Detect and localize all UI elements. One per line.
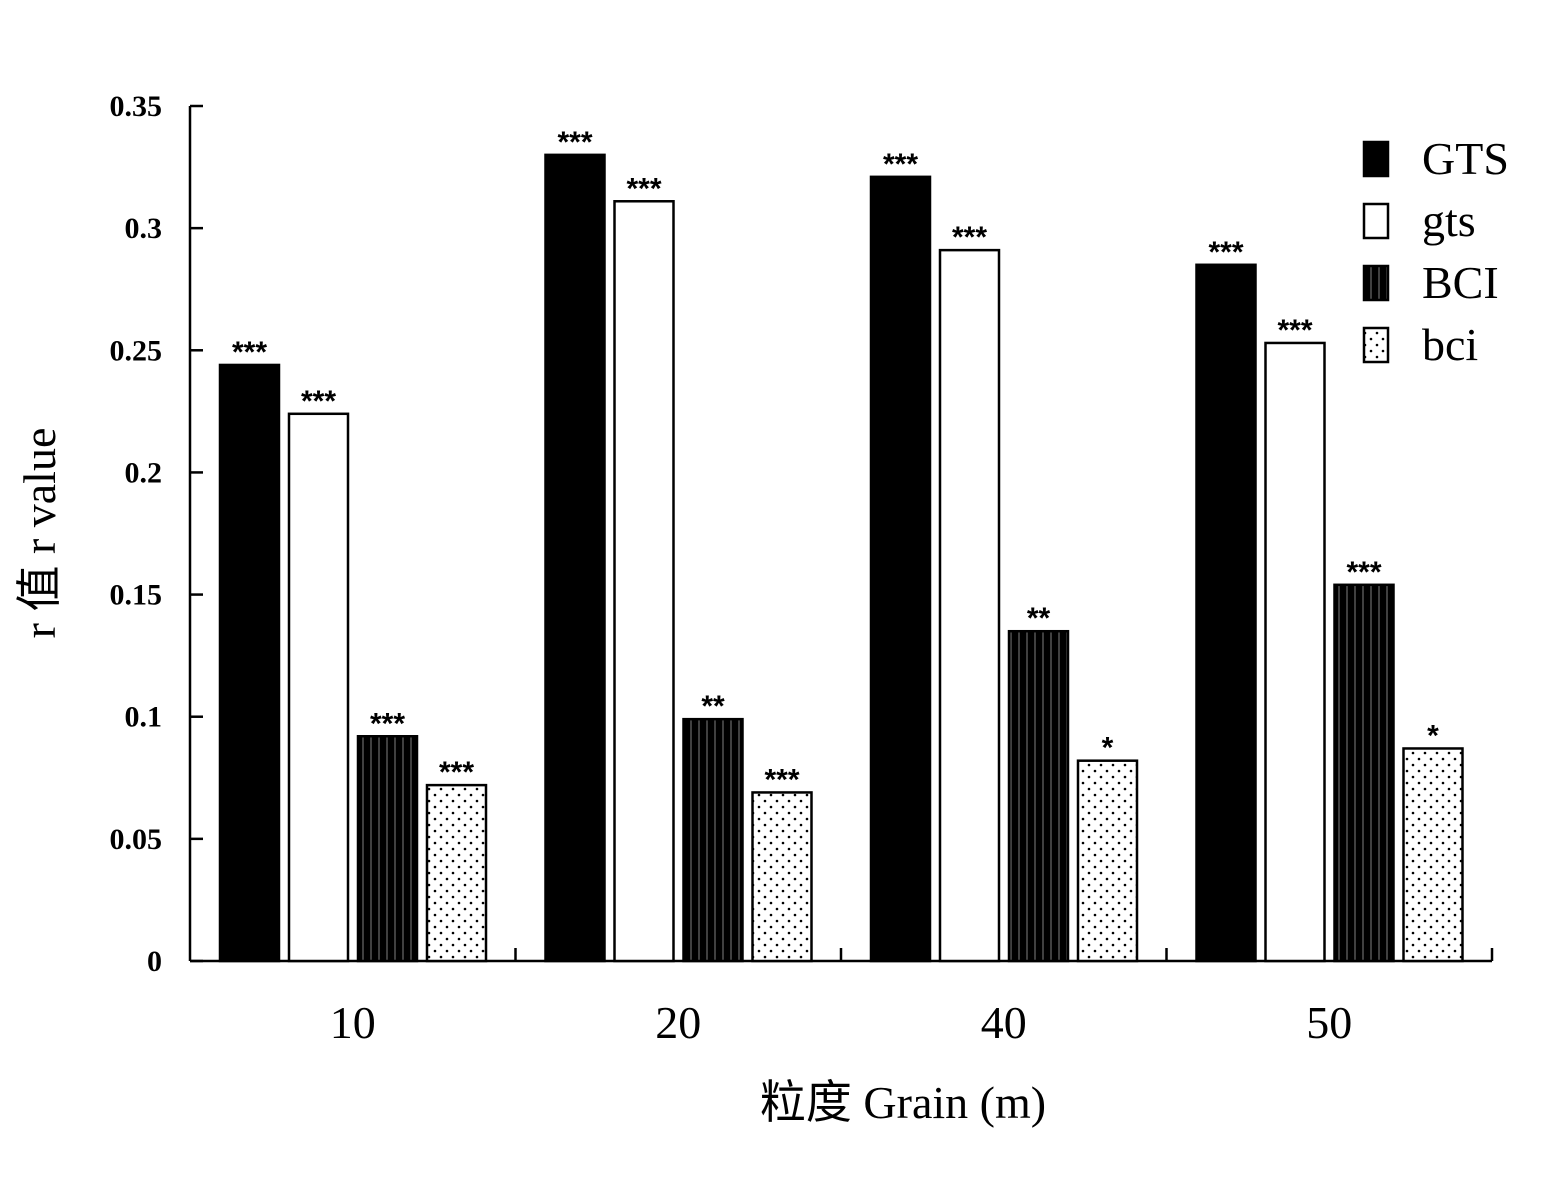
significance-label: *** (301, 385, 336, 418)
bar-gts-50 (1264, 341, 1326, 963)
x-tick-label: 20 (655, 997, 701, 1048)
significance-label: ** (1027, 602, 1051, 635)
legend-label-gts: gts (1422, 195, 1476, 246)
significance-label: *** (626, 172, 661, 205)
bar-gts-40 (869, 175, 932, 963)
y-axis: 0 0.05 0.1 0.15 0.2 0.25 0.3 0.35 (110, 90, 203, 978)
significance-label: *** (439, 756, 474, 789)
bar-bci-50 (1402, 747, 1464, 963)
bars: ************************************* ***… (218, 126, 1464, 963)
significance-label: *** (1208, 236, 1243, 269)
y-tick-label: 0.15 (110, 579, 163, 612)
y-tick-label: 0.1 (125, 701, 163, 734)
bar-gts-10 (218, 363, 281, 963)
significance-label: *** (1346, 556, 1381, 589)
significance-label: *** (883, 148, 918, 181)
bar-bci-50 (1333, 583, 1395, 963)
bar-gts-20 (544, 153, 606, 963)
y-tick-label: 0.2 (125, 456, 163, 489)
significance-label: ** (701, 690, 725, 723)
bar-bci-10 (356, 735, 419, 963)
x-tick-label: 40 (981, 997, 1027, 1048)
legend-swatch-bci (1362, 326, 1390, 364)
significance-label: * (1427, 719, 1439, 752)
bar-bci-40 (1007, 629, 1070, 963)
y-axis-title: r 值 r value (14, 428, 65, 639)
legend: GTS gts BCI bci (1362, 133, 1509, 370)
significance-label: *** (232, 336, 267, 369)
y-tick-label: 0 (147, 945, 162, 978)
bar-gts-10 (287, 412, 350, 963)
significance-label: *** (1277, 314, 1312, 347)
y-tick-label: 0.3 (125, 212, 163, 245)
significance-label: *** (557, 126, 592, 159)
bar-bci-40 (1076, 759, 1139, 963)
significance-label: * (1102, 732, 1114, 765)
legend-label-gts: GTS (1422, 133, 1509, 184)
y-tick-label: 0.25 (110, 334, 163, 367)
legend-swatch-bci (1362, 264, 1390, 302)
legend-label-bci: bci (1422, 319, 1478, 370)
y-tick-label: 0.35 (110, 90, 163, 123)
significance-label: *** (952, 221, 987, 254)
bar-gts-20 (613, 200, 675, 963)
x-axis: 10 20 40 50 (190, 948, 1494, 1048)
significance-label: *** (764, 763, 799, 796)
x-tick-label: 10 (330, 997, 376, 1048)
bar-bci-20 (682, 717, 744, 963)
significance-label: *** (370, 707, 405, 740)
x-tick-label: 50 (1306, 997, 1352, 1048)
bar-gts-50 (1195, 263, 1257, 963)
bar-bci-10 (425, 783, 488, 963)
legend-swatch-gts (1362, 202, 1390, 240)
legend-swatch-gts (1362, 140, 1390, 178)
x-axis-title: 粒度 Grain (m) (760, 1077, 1046, 1128)
y-tick-label: 0.05 (110, 823, 163, 856)
legend-label-bci: BCI (1422, 257, 1499, 308)
bar-gts-40 (938, 248, 1001, 963)
bar-bci-20 (751, 791, 813, 963)
